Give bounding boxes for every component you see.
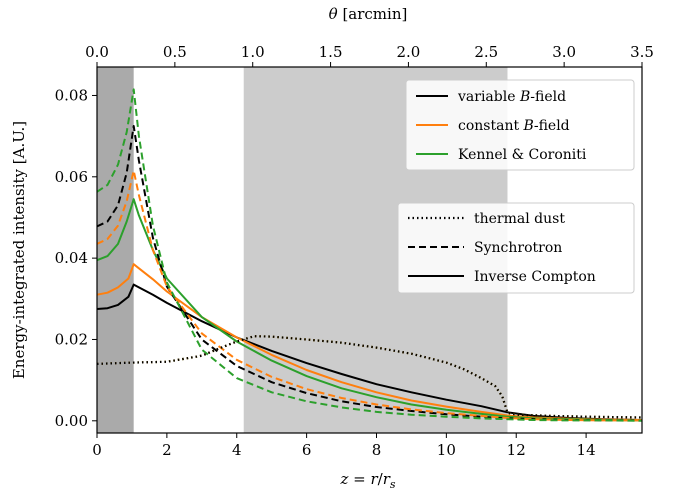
legend-label-kennel: Kennel & Coroniti xyxy=(458,147,587,163)
legend-components: thermal dust Synchrotron Inverse Compton xyxy=(397,202,635,294)
legend-label-variable-b: variable B-field xyxy=(457,89,566,105)
top-tick-label: 0.0 xyxy=(85,43,109,61)
x-tick-label: 6 xyxy=(302,441,312,459)
x-tick-label: 2 xyxy=(162,441,172,459)
top-tick-label: 2.0 xyxy=(396,43,420,61)
x-tick-label: 8 xyxy=(372,441,382,459)
y-tick-label: 0.06 xyxy=(55,168,88,186)
legend-label-inverse-compton: Inverse Compton xyxy=(474,269,596,285)
x-tick-label: 14 xyxy=(577,441,596,459)
x-tick-label: 0 xyxy=(92,441,102,459)
x-tick-label: 12 xyxy=(507,441,526,459)
legend-label-constant-b: constant B-field xyxy=(458,118,570,134)
plot-frame xyxy=(96,66,643,434)
top-tick-label: 2.5 xyxy=(474,43,498,61)
series-line-dotted-8 xyxy=(96,335,643,419)
top-axis-title: θ [arcmin] xyxy=(329,5,408,23)
top-tick-label: 1.0 xyxy=(241,43,265,61)
series-lines xyxy=(96,88,643,422)
legend-label-thermal-dust: thermal dust xyxy=(474,211,565,227)
legend-components-box xyxy=(397,202,635,294)
series-line-solid-2 xyxy=(96,198,643,422)
y-axis-title: Energy-integrated intensity [A.U.] xyxy=(10,121,28,379)
x-tick-label: 4 xyxy=(232,441,242,459)
series-line-dashed-4 xyxy=(96,169,642,422)
top-tick-label: 3.5 xyxy=(630,43,654,61)
y-tick-label: 0.04 xyxy=(55,249,88,267)
top-tick-label: 3.0 xyxy=(552,43,576,61)
series-line-dashed-5 xyxy=(96,88,643,422)
legend-label-synchrotron: Synchrotron xyxy=(474,240,562,256)
y-tick-label: 0.00 xyxy=(55,412,88,430)
legend-models: variable B-field constant B-field Kennel… xyxy=(405,79,635,171)
series-line-solid-0 xyxy=(96,283,643,421)
legend-models-box xyxy=(405,79,635,171)
series-line-solid-1 xyxy=(96,263,643,421)
x-axis-title: z = r/rs xyxy=(339,470,395,491)
shaded-region-0 xyxy=(97,67,134,433)
top-tick-label: 1.5 xyxy=(319,43,343,61)
x-tick-label: 10 xyxy=(437,441,456,459)
axis-ticks: 0 2 4 6 8 10 12 14 0.00 0.02 0.04 0.06 0.08 0.0 0.5 1.0… xyxy=(55,43,654,459)
y-tick-label: 0.08 xyxy=(55,86,88,104)
top-tick-label: 0.5 xyxy=(163,43,187,61)
y-tick-label: 0.02 xyxy=(55,330,88,348)
